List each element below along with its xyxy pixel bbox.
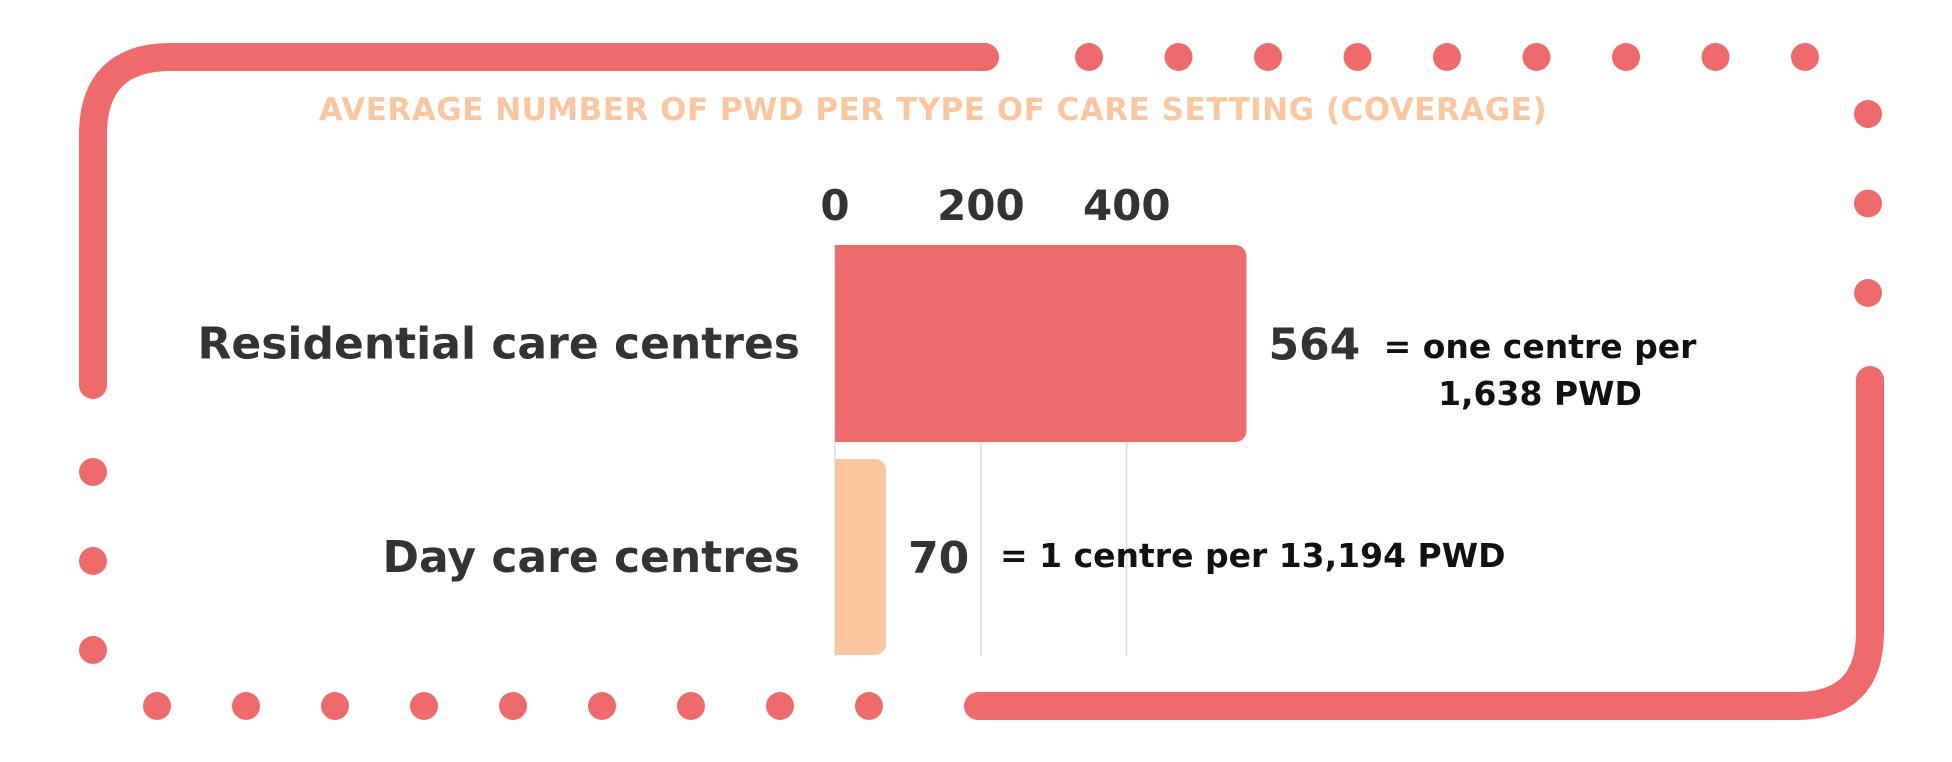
frame-dots	[79, 43, 1882, 720]
frame-line-bottom-right	[964, 366, 1884, 720]
frame-dot	[1433, 43, 1461, 71]
day-care-coverage-text: = 1 centre per 13,194 PWD	[1000, 536, 1506, 575]
frame-dot	[1854, 189, 1882, 218]
bar	[835, 245, 1247, 442]
chart-title: AVERAGE NUMBER OF PWD PER TYPE OF CARE S…	[318, 92, 1548, 128]
frame-dot	[79, 458, 107, 486]
x-tick-label: 200	[937, 181, 1025, 230]
frame-dot	[143, 692, 171, 720]
frame-dot	[855, 692, 883, 720]
day-care-coverage-note: = 1 centre per 13,194 PWD	[1000, 532, 1520, 579]
category-labels: Residential care centres Day care centres	[197, 319, 800, 584]
frame-dot	[232, 692, 260, 720]
frame-dot	[1522, 43, 1551, 71]
frame-dot	[79, 547, 107, 575]
frame-dot	[1254, 43, 1282, 71]
bars	[835, 245, 1247, 655]
category-label: Day care centres	[382, 532, 800, 583]
frame-dot	[321, 692, 349, 720]
frame-dot	[79, 636, 107, 664]
frame-dot	[1854, 279, 1882, 307]
bar-base	[835, 459, 849, 655]
residential-coverage-text: = one centre per 1,638 PWD	[1383, 327, 1697, 413]
frame-dot	[588, 692, 616, 720]
frame-line-top-left	[79, 43, 999, 399]
x-axis-ticks: 0 200 400	[820, 181, 1170, 230]
frame-dot	[1612, 43, 1640, 71]
frame-dot	[766, 692, 794, 720]
value-label: 564	[1268, 320, 1360, 371]
category-label: Residential care centres	[197, 319, 800, 370]
frame-dot	[677, 692, 705, 720]
x-tick-label: 400	[1083, 181, 1171, 230]
x-tick-label: 0	[820, 181, 849, 230]
value-labels: 564 70	[908, 320, 1360, 585]
residential-coverage-note: = one centre per 1,638 PWD	[1370, 323, 1710, 417]
bar-base	[835, 245, 849, 442]
frame-dot	[410, 692, 438, 720]
frame-dot	[1791, 43, 1819, 71]
frame-dot	[1343, 43, 1372, 71]
frame-dot	[1701, 43, 1730, 71]
frame-dot	[1164, 43, 1193, 71]
frame-dot	[1854, 100, 1882, 128]
frame-dot	[499, 692, 527, 720]
frame-dot	[1075, 43, 1103, 71]
value-label: 70	[908, 533, 969, 584]
